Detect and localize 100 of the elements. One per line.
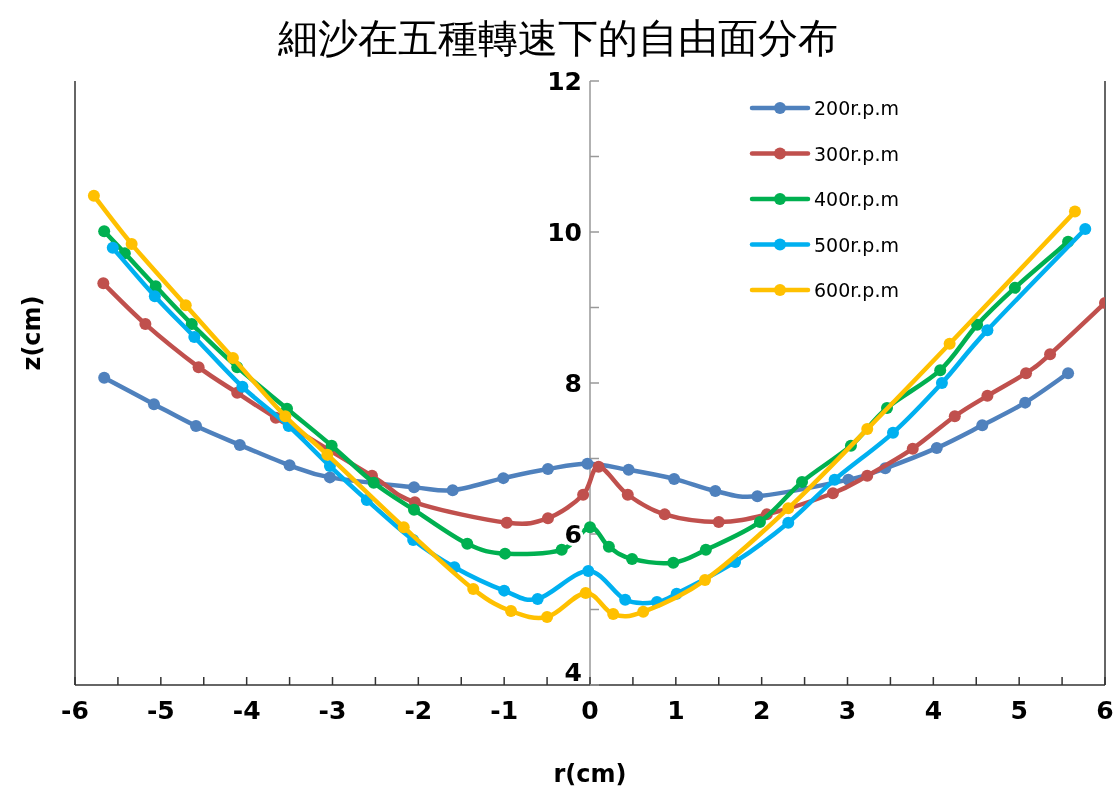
- point: [971, 318, 984, 331]
- point: [461, 537, 474, 550]
- x-tick-label: -1: [490, 696, 519, 725]
- point: [236, 380, 249, 393]
- x-axis-title: r(cm): [553, 760, 627, 788]
- point: [1062, 367, 1075, 380]
- point: [98, 225, 111, 238]
- point: [106, 241, 119, 254]
- x-tick-label: -5: [146, 696, 175, 725]
- point: [753, 515, 766, 528]
- point: [179, 299, 192, 312]
- point: [408, 503, 421, 516]
- point: [147, 398, 160, 411]
- x-tick-label: 4: [924, 696, 943, 725]
- point: [621, 488, 634, 501]
- point: [1068, 205, 1081, 218]
- point: [934, 364, 947, 377]
- legend-label: 200r.p.m: [814, 97, 899, 119]
- point: [1008, 281, 1021, 294]
- point: [948, 410, 961, 423]
- point: [796, 475, 809, 488]
- point: [139, 318, 152, 331]
- x-tick-label: 5: [1010, 696, 1028, 725]
- point: [668, 472, 681, 485]
- point: [935, 377, 948, 389]
- point: [467, 583, 480, 596]
- point: [976, 419, 989, 432]
- x-tick-label: 1: [667, 696, 685, 725]
- x-tick-label: -6: [61, 696, 89, 725]
- point: [981, 324, 994, 337]
- x-tick-label: 2: [752, 696, 771, 725]
- point: [98, 371, 111, 384]
- point: [712, 515, 725, 528]
- point: [97, 277, 110, 290]
- point: [323, 471, 336, 484]
- point: [581, 457, 594, 470]
- point: [497, 472, 510, 485]
- point: [906, 442, 919, 455]
- point: [579, 586, 592, 599]
- point: [751, 490, 764, 503]
- point: [1019, 396, 1032, 409]
- point: [861, 423, 874, 436]
- point: [505, 605, 518, 618]
- point: [531, 592, 544, 605]
- point: [622, 463, 635, 476]
- point: [607, 608, 620, 621]
- point: [226, 352, 239, 365]
- point: [861, 469, 874, 482]
- point: [185, 318, 198, 331]
- legend-label: 500r.p.m: [814, 233, 899, 256]
- x-tick-label: -3: [318, 696, 347, 725]
- y-tick-label: 8: [564, 369, 582, 398]
- y-axis-title: z(cm): [18, 295, 46, 371]
- point: [637, 605, 650, 618]
- point: [1079, 222, 1092, 235]
- legend-label: 300r.p.m: [814, 142, 899, 165]
- point: [188, 330, 201, 343]
- point: [658, 508, 671, 521]
- point: [592, 460, 605, 473]
- point: [782, 502, 795, 515]
- point: [498, 584, 511, 597]
- point: [584, 521, 596, 534]
- x-tick-label: 3: [838, 696, 857, 725]
- point: [602, 540, 615, 553]
- chart-title: 細沙在五種轉速下的自由面分布: [277, 15, 838, 61]
- y-tick-label: 4: [564, 658, 582, 687]
- point: [148, 290, 161, 303]
- point: [125, 238, 138, 251]
- point: [981, 389, 994, 402]
- point: [1020, 367, 1033, 380]
- point: [190, 420, 203, 433]
- point: [667, 556, 680, 569]
- point: [577, 488, 590, 501]
- point: [582, 565, 595, 577]
- point: [943, 337, 956, 350]
- x-tick-label: 6: [1096, 696, 1114, 725]
- x-tick-label: -4: [232, 696, 261, 725]
- point: [828, 473, 841, 486]
- legend-label: 400r.p.m: [814, 188, 899, 210]
- point: [709, 484, 722, 497]
- point: [619, 593, 632, 606]
- point: [930, 441, 943, 454]
- point: [500, 516, 513, 529]
- point: [446, 484, 459, 497]
- point: [699, 574, 712, 587]
- point: [626, 552, 639, 565]
- point: [782, 516, 795, 529]
- point: [408, 481, 421, 494]
- point: [321, 448, 334, 461]
- point: [87, 189, 100, 202]
- point: [367, 476, 380, 489]
- legend-label: 600r.p.m: [814, 279, 899, 301]
- point: [283, 459, 296, 472]
- point: [699, 543, 712, 556]
- point: [541, 611, 554, 624]
- point: [886, 426, 899, 439]
- point: [826, 487, 839, 500]
- point: [541, 512, 554, 525]
- point: [233, 438, 246, 451]
- point: [397, 521, 410, 534]
